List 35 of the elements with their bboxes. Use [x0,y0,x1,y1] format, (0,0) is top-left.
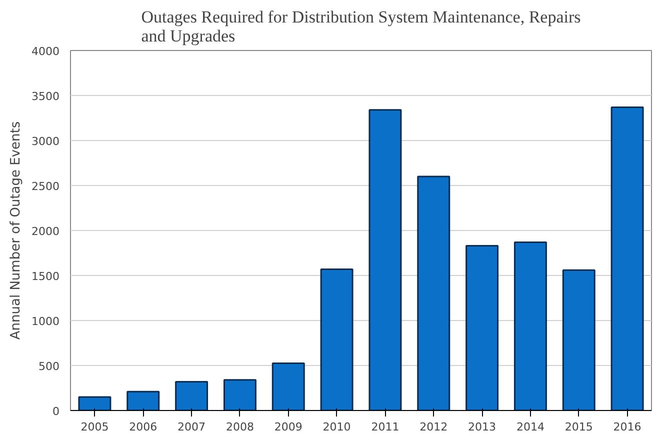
x-tick-label: 2007 [178,420,206,433]
x-tick-label: 2015 [564,420,593,433]
x-tick-label: 2010 [322,420,351,433]
bar [610,106,644,410]
x-tick-label: 2013 [468,420,496,433]
chart-title: Outages Required for Distribution System Maintenance, Repairs and Upgrades [141,8,581,46]
x-tick-label: 2005 [80,420,109,433]
x-tick-label: 2012 [420,420,448,433]
x-tick-label: 2006 [129,420,158,433]
y-axis-title: Annual Number of Outage Events [8,121,24,340]
bar [126,390,160,410]
bar [466,245,499,410]
y-tick-label: 2500 [32,180,60,193]
x-tick-label: 2011 [371,420,400,433]
x-tick-label: 2008 [226,420,254,433]
y-tick-label: 1500 [32,270,60,283]
bar [368,109,402,410]
bar [514,241,547,410]
x-tick-label: 2009 [274,420,302,433]
bar [78,396,112,410]
bar [175,380,208,410]
bar [320,268,354,410]
y-tick-label: 0 [52,405,60,418]
bar [417,176,450,410]
x-tick-label: 2016 [613,420,642,433]
y-tick-label: 3000 [32,135,60,148]
bar [272,362,305,410]
y-tick-label: 2000 [32,225,60,238]
bar [562,269,596,410]
y-tick-label: 1000 [32,315,60,328]
x-tick-label: 2014 [516,420,544,433]
y-tick-label: 500 [38,360,60,373]
bar [223,379,256,410]
y-tick-label: 3500 [32,90,60,103]
y-tick-label: 4000 [32,45,60,58]
